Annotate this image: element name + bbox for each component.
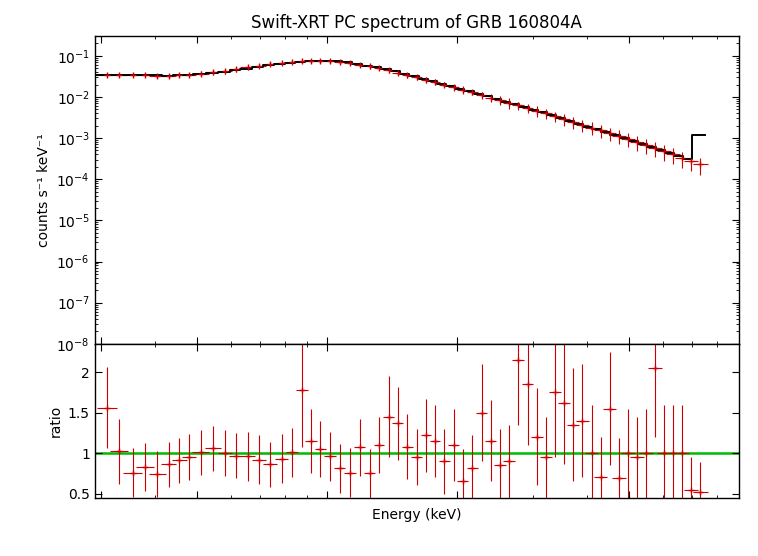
Text: Swift-XRT PC spectrum of GRB 160804A: Swift-XRT PC spectrum of GRB 160804A: [252, 14, 582, 32]
X-axis label: Energy (keV): Energy (keV): [372, 508, 462, 522]
Y-axis label: ratio: ratio: [49, 405, 62, 437]
Y-axis label: counts s⁻¹ keV⁻¹: counts s⁻¹ keV⁻¹: [37, 133, 51, 247]
